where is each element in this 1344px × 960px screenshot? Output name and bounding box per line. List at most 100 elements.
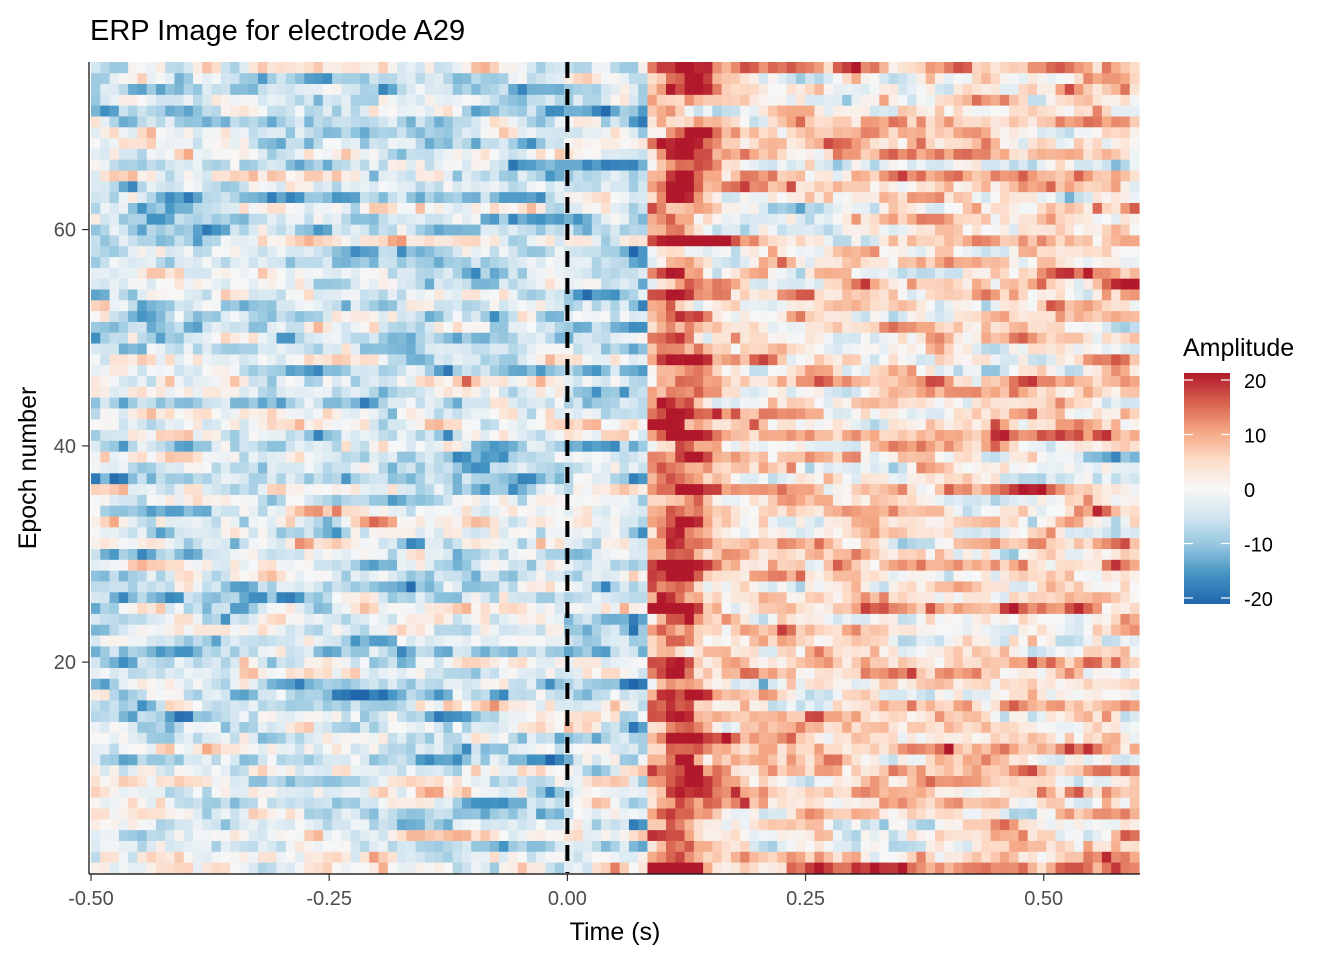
heatmap-cell [907, 764, 918, 777]
heatmap-cell [619, 429, 630, 441]
heatmap-cell [239, 764, 250, 777]
heatmap-cell [916, 581, 927, 593]
heatmap-cell [276, 797, 287, 809]
heatmap-cell [823, 397, 834, 409]
heatmap-cell [934, 581, 945, 593]
heatmap-cell [109, 721, 120, 733]
heatmap-cell [434, 526, 445, 539]
heatmap-cell [990, 602, 1001, 614]
heatmap-cell [601, 764, 611, 777]
heatmap-cell [536, 516, 547, 528]
heatmap-cell [981, 775, 992, 787]
heatmap-cell [276, 862, 287, 874]
heatmap-cell [267, 635, 278, 647]
heatmap-cell [907, 656, 918, 668]
heatmap-cell [350, 743, 361, 755]
heatmap-cell [832, 516, 843, 528]
heatmap-cell [814, 818, 825, 831]
heatmap-cell [693, 689, 704, 701]
heatmap-cell [183, 418, 194, 431]
heatmap-cell [1120, 483, 1131, 495]
heatmap-cell [387, 462, 398, 474]
heatmap-cell [582, 602, 593, 614]
heatmap-cell [758, 786, 769, 798]
heatmap-cell [619, 451, 630, 463]
heatmap-cell [573, 754, 584, 766]
heatmap-cell [350, 494, 361, 506]
heatmap-cell [1129, 429, 1140, 441]
heatmap-cell [860, 635, 871, 647]
heatmap-cell [434, 743, 445, 755]
heatmap-cell [1046, 451, 1057, 463]
heatmap-cell [452, 710, 463, 723]
heatmap-cell [91, 581, 101, 593]
heatmap-cell [137, 732, 148, 744]
heatmap-cell [146, 840, 157, 852]
heatmap-cell [1064, 754, 1075, 766]
heatmap-cell [406, 840, 417, 852]
heatmap-cell [712, 440, 723, 452]
heatmap-cell [675, 526, 686, 539]
heatmap-cell [452, 483, 463, 495]
heatmap-cell [860, 818, 871, 831]
heatmap-cell [1083, 494, 1094, 506]
heatmap-cell [563, 429, 574, 441]
heatmap-cell [100, 494, 111, 506]
heatmap-cell [424, 656, 435, 668]
heatmap-cell [1055, 505, 1066, 517]
heatmap-cell [174, 581, 185, 593]
heatmap-cell [239, 710, 250, 723]
heatmap-cell [1046, 840, 1057, 852]
heatmap-cell [443, 440, 454, 452]
heatmap-cell [693, 775, 704, 787]
heatmap-cell [137, 775, 148, 787]
heatmap-cell [972, 645, 982, 658]
heatmap-cell [146, 645, 157, 658]
heatmap-cell [795, 581, 806, 593]
heatmap-cell [1083, 451, 1094, 463]
heatmap-cell [285, 451, 296, 463]
heatmap-cell [174, 721, 185, 733]
heatmap-cell [118, 440, 129, 452]
heatmap-cell [1092, 818, 1103, 831]
heatmap-cell [944, 429, 955, 441]
heatmap-cell [1111, 808, 1122, 820]
heatmap-cell [508, 754, 519, 766]
heatmap-cell [870, 862, 880, 874]
heatmap-cell [202, 656, 213, 668]
heatmap-cell [879, 645, 890, 658]
heatmap-cell [202, 494, 213, 506]
heatmap-cell [220, 494, 231, 506]
heatmap-cell [1120, 624, 1131, 636]
heatmap-cell [879, 472, 890, 485]
heatmap-cell [499, 797, 509, 809]
heatmap-cell [730, 462, 741, 474]
heatmap-cell [165, 732, 176, 744]
heatmap-cell [304, 548, 315, 560]
heatmap-cell [165, 851, 176, 863]
heatmap-cell [814, 591, 825, 604]
heatmap-cell [397, 451, 407, 463]
heatmap-cell [619, 418, 630, 431]
heatmap-cell [174, 494, 185, 506]
heatmap-cell [851, 516, 862, 528]
heatmap-cell [703, 397, 713, 409]
heatmap-cell [397, 775, 407, 787]
heatmap-cell [962, 440, 973, 452]
heatmap-cell [137, 505, 148, 517]
heatmap-cell [749, 570, 760, 582]
heatmap-cell [647, 721, 658, 733]
heatmap-cell [990, 851, 1001, 863]
heatmap-cell [601, 516, 611, 528]
heatmap-cell [972, 710, 982, 723]
heatmap-cell [193, 764, 203, 777]
heatmap-cell [554, 851, 565, 863]
heatmap-cell [554, 570, 565, 582]
heatmap-cell [461, 635, 472, 647]
heatmap-cell [434, 418, 445, 431]
heatmap-cell [193, 581, 203, 593]
heatmap-cell [211, 581, 222, 593]
heatmap-cell [656, 581, 667, 593]
heatmap-cell [545, 829, 556, 841]
heatmap-cell [879, 808, 890, 820]
